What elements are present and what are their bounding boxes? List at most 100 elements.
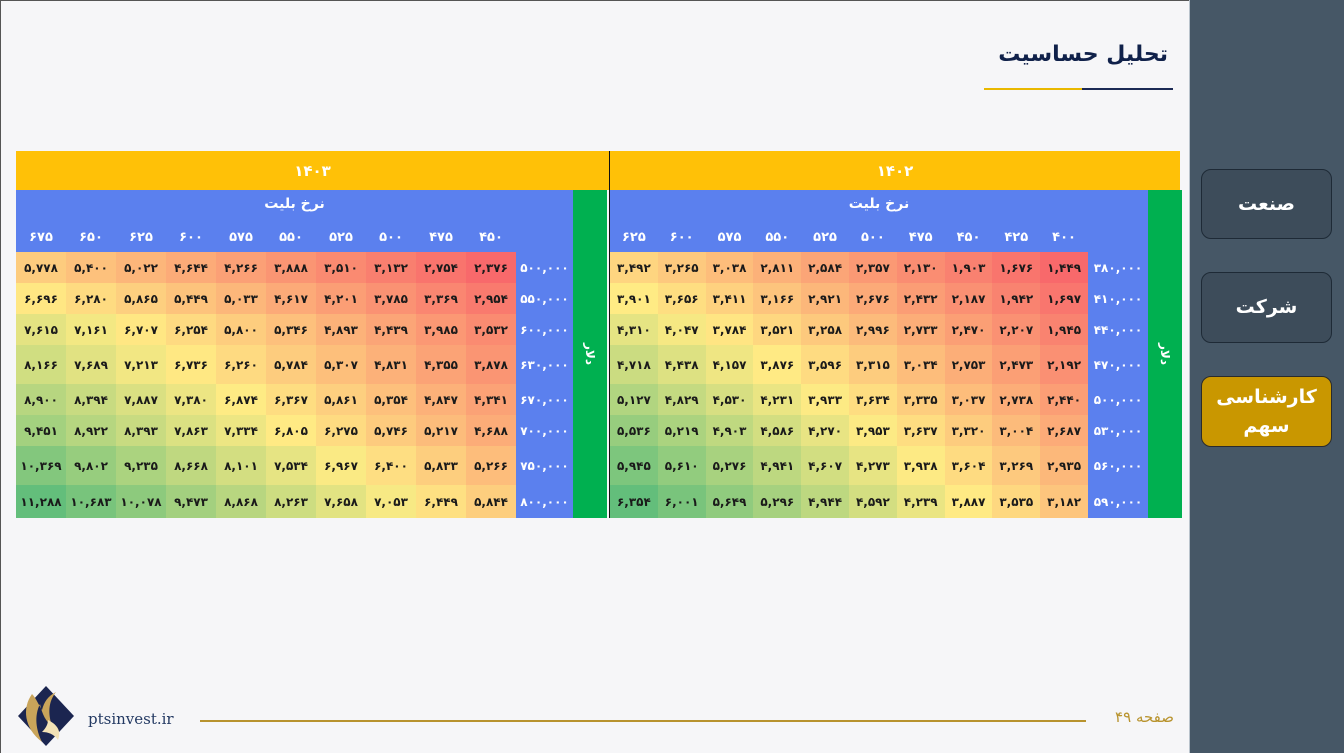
sensitivity-value-cell: ۳,۹۵۳ [849,415,897,446]
sensitivity-value-cell: ۳,۷۸۴ [705,314,754,345]
year-header: ۱۴۰۲ [610,151,1180,190]
sensitivity-value-cell: ۴,۴۳۸ [657,345,706,384]
company-logo-icon [18,686,74,746]
sidebar-item-stock-valuation[interactable]: کارشناسی سهم [1201,376,1332,447]
sensitivity-value-cell: ۳,۹۳۸ [896,446,945,485]
sidebar-item-industry[interactable]: صنعت [1201,169,1332,239]
sensitivity-value-cell: ۳,۸۸۸ [266,252,316,283]
sensitivity-value-cell: ۷,۸۸۷ [116,384,166,415]
sensitivity-value-cell: ۷,۶۵۸ [316,485,366,518]
sensitivity-value-cell: ۲,۴۷۳ [992,345,1041,384]
sensitivity-value-cell: ۶,۹۶۷ [316,446,366,485]
sensitivity-value-cell: ۵,۶۱۰ [657,446,706,485]
dollar-label-text: دلار [582,342,597,366]
sensitivity-value-cell: ۴,۰۴۷ [657,314,706,345]
sensitivity-value-cell: ۳,۶۵۶ [657,283,706,314]
sensitivity-value-cell: ۵,۴۴۹ [166,283,216,314]
sensitivity-value-cell: ۴,۹۰۳ [705,415,754,446]
sensitivity-value-cell: ۳,۸۷۶ [753,345,802,384]
sensitivity-value-cell: ۳,۰۳۷ [944,384,993,415]
year-header: ۱۴۰۳ [16,151,609,190]
sensitivity-value-cell: ۸,۱۶۶ [16,345,66,384]
sensitivity-value-cell: ۳,۹۳۳ [801,384,849,415]
sensitivity-value-cell: ۴,۵۸۶ [753,415,802,446]
sensitivity-value-cell: ۷,۲۱۳ [116,345,166,384]
sensitivity-value-cell: ۵,۲۱۷ [416,415,466,446]
sensitivity-value-cell: ۸,۲۶۳ [266,485,316,518]
ticket-rate-header-cell: ۵۰۰ [860,229,885,245]
sensitivity-value-cell: ۵,۷۴۶ [366,415,416,446]
sensitivity-value-cell: ۳,۸۷۸ [466,345,516,384]
sidebar-item-company[interactable]: شرکت [1201,272,1332,343]
sensitivity-value-cell: ۵,۷۷۸ [16,252,66,283]
sidebar: صنعت شرکت کارشناسی سهم [1189,0,1344,753]
dollar-rate-cell: ۷۰۰,۰۰۰ [516,415,573,446]
dollar-rate-cell: ۴۷۰,۰۰۰ [1088,345,1148,384]
ticket-rate-header-cell: ۵۲۵ [329,229,353,245]
sensitivity-value-cell: ۴,۸۳۱ [366,345,416,384]
sensitivity-value-cell: ۶,۲۵۴ [166,314,216,345]
sensitivity-value-cell: ۲,۹۲۱ [801,283,849,314]
sensitivity-value-cell: ۵,۸۶۵ [116,283,166,314]
sensitivity-value-cell: ۵,۴۰۰ [66,252,116,283]
dollar-axis-label: دلار [1148,190,1182,518]
ticket-rate-header-cell: ۴۵۰ [956,229,981,245]
sensitivity-value-cell: ۴,۶۱۷ [266,283,316,314]
sensitivity-value-cell: ۲,۹۳۵ [1040,446,1088,485]
sensitivity-value-cell: ۳,۵۹۶ [801,345,849,384]
sensitivity-value-cell: ۲,۴۳۲ [896,283,945,314]
sensitivity-value-cell: ۳,۲۶۹ [992,446,1041,485]
sensitivity-value-cell: ۴,۱۵۷ [705,345,754,384]
sensitivity-value-cell: ۸,۳۹۴ [66,384,116,415]
sidebar-item-label: کارشناسی سهم [1216,385,1317,437]
sensitivity-value-cell: ۶,۳۶۷ [266,384,316,415]
sensitivity-value-cell: ۲,۸۱۱ [753,252,802,283]
sensitivity-value-cell: ۱,۹۴۵ [1040,314,1088,345]
sensitivity-value-cell: ۹,۴۷۳ [166,485,216,518]
sensitivity-value-cell: ۳,۰۳۸ [705,252,754,283]
sensitivity-value-cell: ۲,۳۵۷ [849,252,897,283]
sensitivity-value-cell: ۷,۱۶۱ [66,314,116,345]
ticket-rate-header-cell: ۵۲۵ [813,229,837,245]
sensitivity-value-cell: ۲,۹۵۴ [466,283,516,314]
sensitivity-value-cell: ۴,۲۳۹ [896,485,945,518]
sensitivity-value-cell: ۸,۳۹۳ [116,415,166,446]
sensitivity-value-cell: ۴,۳۴۱ [466,384,516,415]
dollar-label-text: دلار [1157,342,1172,366]
dollar-rate-cell: ۵۰۰,۰۰۰ [1088,384,1148,415]
sensitivity-value-cell: ۱,۴۴۹ [1040,252,1088,283]
sensitivity-value-cell: ۷,۳۸۰ [166,384,216,415]
sensitivity-value-cell: ۲,۶۸۷ [1040,415,1088,446]
sensitivity-value-cell: ۶,۴۴۹ [416,485,466,518]
sensitivity-value-cell: ۴,۲۰۱ [316,283,366,314]
sensitivity-value-cell: ۳,۴۱۱ [705,283,754,314]
sensitivity-value-cell: ۴,۴۳۹ [366,314,416,345]
sensitivity-value-cell: ۲,۹۹۶ [849,314,897,345]
sensitivity-value-cell: ۶,۰۰۱ [657,485,706,518]
sensitivity-value-cell: ۴,۹۴۱ [753,446,802,485]
ticket-rate-header-cell: ۶۲۵ [621,229,646,245]
sensitivity-value-cell: ۹,۲۳۵ [116,446,166,485]
footer-website[interactable]: ptsinvest.ir [88,710,174,728]
ticket-rate-header-cell: ۴۷۵ [908,229,933,245]
sensitivity-table-1402: ۱۴۰۲ دلار نرخ بلیت ۴۰۰ ۴۲۵ ۴۵۰ ۴۷۵ ۵۰۰ ۵۲۵ ۵۵۰ ۵۷۵… [609,151,1182,518]
sensitivity-value-cell: ۵,۰۲۲ [116,252,166,283]
sensitivity-value-cell: ۳,۲۶۵ [657,252,706,283]
sensitivity-value-cell: ۵,۶۴۹ [705,485,754,518]
sensitivity-value-cell: ۵,۹۴۵ [610,446,658,485]
footer-divider [200,720,1086,722]
sensitivity-value-cell: ۶,۸۰۵ [266,415,316,446]
sensitivity-value-cell: ۴,۶۴۴ [166,252,216,283]
sensitivity-value-cell: ۳,۶۳۷ [896,415,945,446]
sensitivity-value-cell: ۵,۸۳۳ [416,446,466,485]
sensitivity-value-cell: ۲,۱۸۷ [944,283,993,314]
sensitivity-value-cell: ۳,۷۸۵ [366,283,416,314]
dollar-axis-label: دلار [573,190,607,518]
sensitivity-value-cell: ۸,۸۶۸ [216,485,266,518]
title-underline [984,88,1082,90]
dollar-rate-cell: ۶۷۰,۰۰۰ [516,384,573,415]
sensitivity-tables: ۱۴۰۳ دلار نرخ بلیت ۴۵۰ ۴۷۵ ۵۰۰ ۵۲۵ ۵۵۰ ۵۷۵ ۶۰۰ ۶۲۵… [16,151,1182,518]
sensitivity-value-cell: ۴,۲۶۶ [216,252,266,283]
sensitivity-value-cell: ۴,۵۹۲ [849,485,897,518]
ticket-rate-header-cell: ۵۷۵ [229,229,253,245]
